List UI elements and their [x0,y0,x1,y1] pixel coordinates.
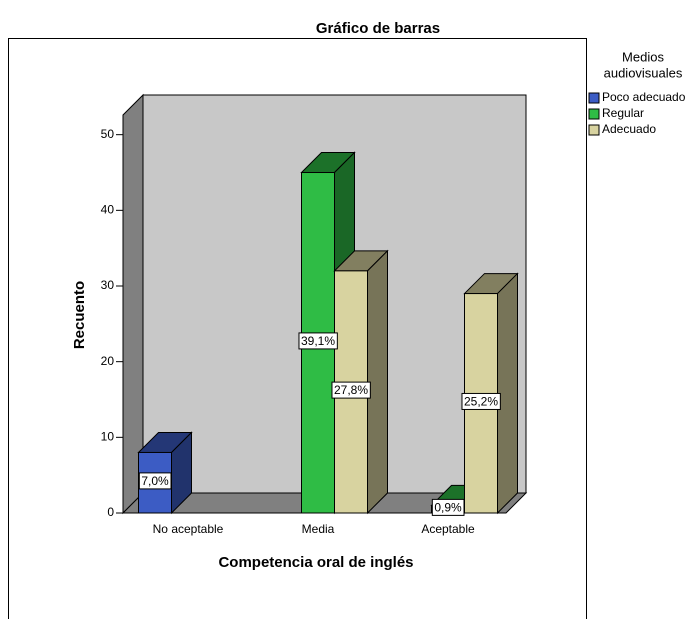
data-label: 25,2% [464,394,498,408]
x-tick-label: No aceptable [153,522,224,536]
legend-swatch [588,124,600,136]
legend-title: audiovisuales [604,65,683,80]
x-tick-label: Aceptable [421,522,475,536]
y-tick-label: 10 [101,430,115,444]
data-label: 27,8% [334,383,368,397]
data-label-box [138,472,172,490]
data-label-box [298,332,338,350]
y-tick-label: 30 [101,278,115,292]
data-label: 0,9% [434,500,462,514]
data-label: 39,1% [301,334,335,348]
chart-frame [8,38,587,619]
y-tick-label: 40 [101,203,115,217]
legend-swatch [588,92,600,104]
x-tick-label: Media [302,522,335,536]
data-label: 7,0% [141,474,169,488]
chart-title: Gráfico de barras [316,20,440,37]
y-axis-label: Recuento [71,281,88,349]
y-tick-label: 0 [107,505,114,519]
data-label-box [331,381,371,399]
legend-label: Poco adecuado [602,90,686,104]
x-axis-label: Competencia oral de inglés [218,554,413,571]
data-label-box [461,392,501,410]
legend-swatch [588,108,600,120]
data-label-box [431,498,465,516]
legend-title: Medios [622,49,664,64]
y-tick-label: 50 [101,127,115,141]
y-tick-label: 20 [101,354,115,368]
legend-label: Regular [602,106,644,120]
legend-label: Adecuado [602,122,656,136]
